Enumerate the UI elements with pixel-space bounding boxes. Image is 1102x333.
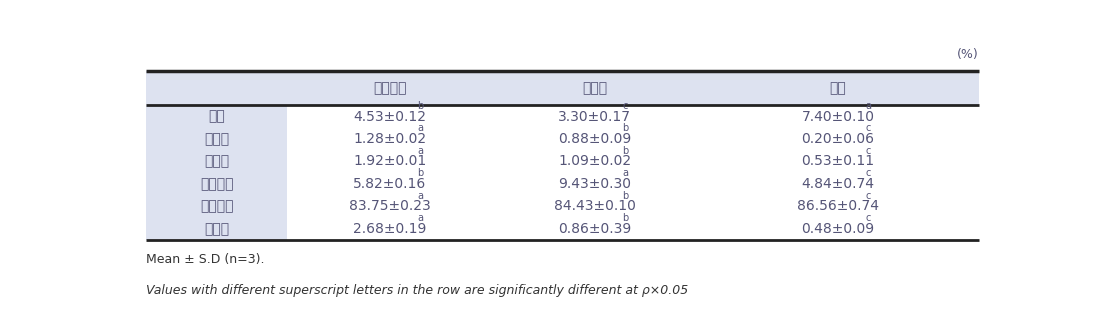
Text: a: a: [418, 146, 423, 156]
Text: b: b: [418, 101, 424, 111]
Text: a: a: [418, 124, 423, 134]
Text: 청소년층: 청소년층: [372, 81, 407, 95]
Text: 2.68±0.19: 2.68±0.19: [353, 222, 426, 236]
Text: b: b: [623, 213, 629, 223]
Bar: [147, 172, 288, 195]
Text: c: c: [866, 191, 872, 201]
Text: 조단백질: 조단백질: [199, 177, 234, 191]
Text: a: a: [418, 191, 423, 201]
Text: 탄수화물: 탄수화물: [199, 199, 234, 213]
Bar: [147, 150, 288, 172]
Text: (%): (%): [958, 48, 979, 61]
Bar: [147, 195, 288, 217]
Text: a: a: [623, 168, 628, 178]
Text: 4.84±0.74: 4.84±0.74: [801, 177, 875, 191]
Text: c: c: [866, 124, 872, 134]
Text: 고령층: 고령층: [582, 81, 607, 95]
Bar: [147, 71, 979, 105]
Text: 83.75±0.23: 83.75±0.23: [349, 199, 431, 213]
Text: b: b: [623, 124, 629, 134]
Text: b: b: [623, 191, 629, 201]
Text: b: b: [623, 146, 629, 156]
Text: 조지방: 조지방: [204, 155, 229, 168]
Text: 4.53±0.12: 4.53±0.12: [354, 110, 426, 124]
Text: 0.48±0.09: 0.48±0.09: [801, 222, 875, 236]
Text: 조회분: 조회분: [204, 132, 229, 146]
Text: c: c: [623, 101, 628, 111]
Text: 1.28±0.02: 1.28±0.02: [353, 132, 426, 146]
Text: a: a: [866, 101, 872, 111]
Text: c: c: [866, 168, 872, 178]
Text: 7.40±0.10: 7.40±0.10: [801, 110, 875, 124]
Bar: [147, 128, 288, 150]
Text: a: a: [418, 213, 423, 223]
Text: c: c: [866, 146, 872, 156]
Text: Values with different superscript letters in the row are significantly different: Values with different superscript letter…: [147, 284, 689, 297]
Text: 84.43±0.10: 84.43±0.10: [553, 199, 636, 213]
Text: 0.53±0.11: 0.53±0.11: [801, 155, 875, 168]
Text: 조섹유: 조섹유: [204, 222, 229, 236]
Text: 백미: 백미: [830, 81, 846, 95]
Text: 5.82±0.16: 5.82±0.16: [353, 177, 426, 191]
Text: Mean ± S.D (n=3).: Mean ± S.D (n=3).: [147, 253, 264, 266]
Bar: [147, 217, 288, 240]
Text: 수분: 수분: [208, 110, 225, 124]
Text: 3.30±0.17: 3.30±0.17: [559, 110, 631, 124]
Text: 86.56±0.74: 86.56±0.74: [797, 199, 879, 213]
Text: 0.88±0.09: 0.88±0.09: [558, 132, 631, 146]
Text: c: c: [866, 213, 872, 223]
Bar: [147, 105, 288, 128]
Text: 0.86±0.39: 0.86±0.39: [558, 222, 631, 236]
Text: 0.20±0.06: 0.20±0.06: [801, 132, 875, 146]
Text: 1.09±0.02: 1.09±0.02: [558, 155, 631, 168]
Text: b: b: [418, 168, 424, 178]
Text: 1.92±0.01: 1.92±0.01: [353, 155, 426, 168]
Text: 9.43±0.30: 9.43±0.30: [559, 177, 631, 191]
